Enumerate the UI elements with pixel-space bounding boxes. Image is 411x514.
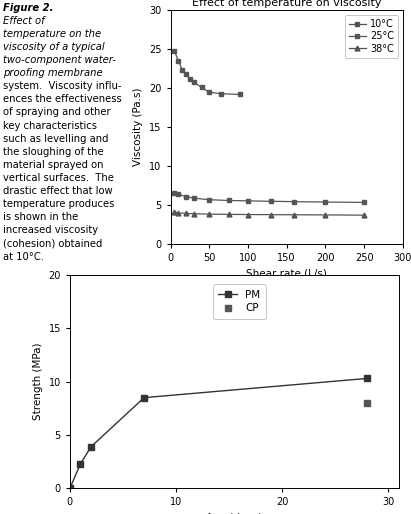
Text: such as levelling and: such as levelling and xyxy=(3,134,109,143)
Text: vertical surfaces.  The: vertical surfaces. The xyxy=(3,173,114,183)
Text: ences the effectiveness: ences the effectiveness xyxy=(3,94,122,104)
Line: 25°C: 25°C xyxy=(172,190,367,205)
Text: temperature on the: temperature on the xyxy=(3,29,102,39)
10°C xyxy=(180,66,185,72)
Text: at 10°C.: at 10°C. xyxy=(3,252,44,262)
Text: viscosity of a typical: viscosity of a typical xyxy=(3,42,105,52)
38°C xyxy=(323,212,328,218)
Text: the sloughing of the: the sloughing of the xyxy=(3,146,104,157)
PM xyxy=(89,444,94,450)
25°C xyxy=(362,199,367,206)
10°C xyxy=(218,90,223,97)
38°C xyxy=(172,209,177,215)
Text: drastic effect that low: drastic effect that low xyxy=(3,186,113,196)
38°C xyxy=(176,210,181,216)
Legend: 10°C, 25°C, 38°C: 10°C, 25°C, 38°C xyxy=(345,15,398,58)
Text: key characteristics: key characteristics xyxy=(3,121,97,131)
25°C xyxy=(184,193,189,199)
25°C xyxy=(207,197,212,203)
Text: proofing membrane: proofing membrane xyxy=(3,68,103,78)
Line: 38°C: 38°C xyxy=(172,210,367,217)
10°C xyxy=(184,71,189,77)
10°C xyxy=(238,91,242,98)
Text: Effect of: Effect of xyxy=(3,16,45,26)
Y-axis label: Strength (MPa): Strength (MPa) xyxy=(33,343,43,420)
Y-axis label: Viscosity (Pa.s): Viscosity (Pa.s) xyxy=(134,88,143,167)
Text: system.  Viscosity influ-: system. Viscosity influ- xyxy=(3,81,122,91)
Line: PM: PM xyxy=(67,375,370,491)
X-axis label: Age (days): Age (days) xyxy=(206,513,262,514)
Text: material sprayed on: material sprayed on xyxy=(3,160,104,170)
25°C xyxy=(191,195,196,201)
Text: temperature produces: temperature produces xyxy=(3,199,115,209)
10°C xyxy=(199,84,204,90)
25°C xyxy=(323,199,328,205)
38°C xyxy=(292,212,297,218)
10°C xyxy=(207,89,212,95)
38°C xyxy=(207,211,212,217)
PM xyxy=(67,485,72,491)
38°C xyxy=(269,212,274,218)
Text: (cohesion) obtained: (cohesion) obtained xyxy=(3,238,103,248)
25°C xyxy=(245,198,250,204)
10°C xyxy=(187,76,192,82)
Text: two-component water-: two-component water- xyxy=(3,55,116,65)
Text: increased viscosity: increased viscosity xyxy=(3,225,98,235)
Text: is shown in the: is shown in the xyxy=(3,212,79,222)
25°C xyxy=(292,198,297,205)
10°C xyxy=(172,48,177,54)
PM xyxy=(142,395,147,401)
38°C xyxy=(191,211,196,217)
38°C xyxy=(362,212,367,218)
25°C xyxy=(226,197,231,204)
Legend: PM, CP: PM, CP xyxy=(213,284,266,319)
38°C xyxy=(226,211,231,217)
Text: of spraying and other: of spraying and other xyxy=(3,107,111,117)
25°C xyxy=(172,190,177,196)
Line: 10°C: 10°C xyxy=(172,48,242,97)
X-axis label: Shear rate (L/s): Shear rate (L/s) xyxy=(246,269,327,279)
10°C xyxy=(176,58,181,64)
25°C xyxy=(269,198,274,205)
38°C xyxy=(184,210,189,216)
25°C xyxy=(176,191,181,197)
Text: Figure 2.: Figure 2. xyxy=(3,3,54,12)
10°C xyxy=(191,79,196,85)
38°C xyxy=(245,211,250,217)
PM xyxy=(78,461,83,467)
Title: Effect of temperature on viscosity: Effect of temperature on viscosity xyxy=(192,0,381,8)
PM xyxy=(365,375,369,381)
